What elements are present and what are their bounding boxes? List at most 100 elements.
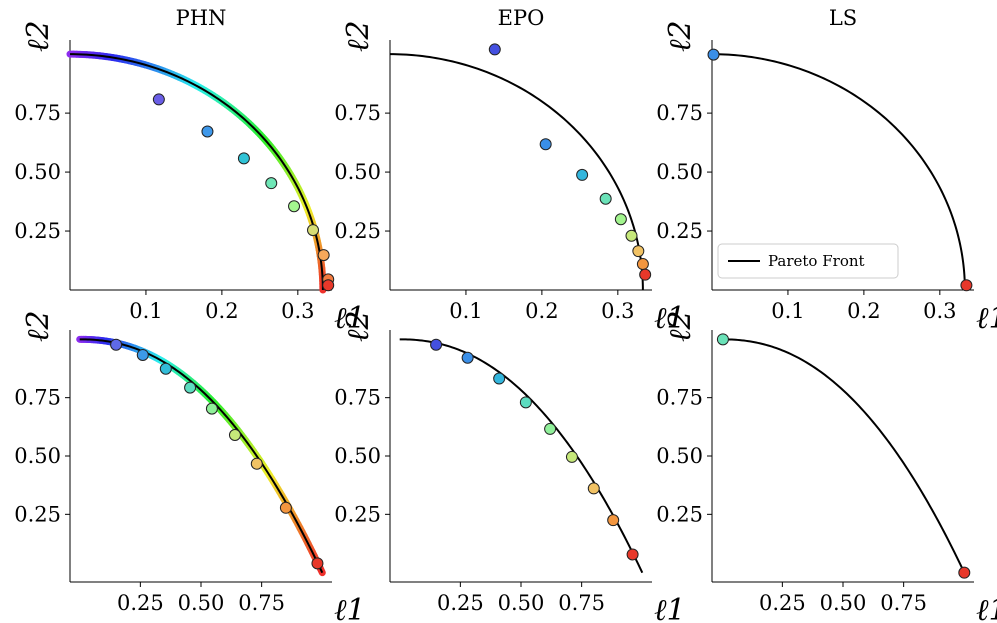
panel-2: EPO 0.1 0.2 0.3 0.25 0.50 0.75 ℓ1 ℓ2 <box>334 6 685 336</box>
solution-point <box>493 372 506 385</box>
x-axis-label: ℓ1 <box>976 593 997 623</box>
panel-title: LS <box>829 6 857 30</box>
solution-point <box>322 279 335 292</box>
x-tick-label: 0.50 <box>178 591 225 615</box>
x-axis-label: ℓ1 <box>654 301 686 336</box>
x-tick-label: 0.75 <box>238 591 285 615</box>
pareto-front-line <box>721 338 966 574</box>
y-axis-label: ℓ2 <box>341 20 376 52</box>
solution-point <box>632 245 645 258</box>
x-tick-label: 0.25 <box>759 591 806 615</box>
y-tick-label: 0.50 <box>656 160 703 184</box>
solution-point <box>110 338 123 351</box>
solution-point <box>539 138 552 151</box>
x-tick-label: 0.3 <box>601 299 634 323</box>
solution-point <box>599 192 612 205</box>
solution-point <box>184 381 197 394</box>
solution-point <box>307 224 320 237</box>
pareto-front-line <box>79 338 324 574</box>
legend-box <box>717 243 899 279</box>
y-tick-label: 0.50 <box>334 160 381 184</box>
solution-point <box>152 93 165 106</box>
solution-point <box>288 200 301 213</box>
solution-point <box>960 279 973 292</box>
x-tick-label: 0.75 <box>880 591 927 615</box>
x-tick-label: 0.75 <box>558 591 605 615</box>
y-tick-label: 0.25 <box>656 502 703 526</box>
y-axis-label: ℓ2 <box>663 310 698 342</box>
x-tick-label: 0.50 <box>820 591 867 615</box>
x-axis-label: ℓ1 <box>654 593 686 623</box>
solution-point <box>265 177 278 190</box>
y-tick-label: 0.25 <box>14 502 61 526</box>
y-tick-label: 0.75 <box>334 101 381 125</box>
solution-point <box>228 429 241 441</box>
x-tick-label: 0.3 <box>923 299 956 323</box>
solution-point <box>201 125 214 138</box>
x-tick-label: 0.50 <box>498 591 545 615</box>
y-tick-label: 0.50 <box>14 160 61 184</box>
x-tick-label: 0.1 <box>129 299 162 323</box>
panel-6: 0.25 0.50 0.75 0.25 0.50 0.75 ℓ1 ℓ2 <box>656 310 997 623</box>
solution-point <box>488 43 501 56</box>
solution-point <box>639 268 652 281</box>
solution-point <box>136 348 149 361</box>
solution-point <box>279 501 292 514</box>
y-axis-label: ℓ2 <box>663 20 698 52</box>
panel-3: LS 0.1 0.2 0.3 0.25 0.50 0.75 ℓ1 ℓ2 Pareto Front <box>656 6 997 336</box>
y-axis-label: ℓ2 <box>341 310 376 342</box>
solution-point <box>311 557 324 570</box>
x-tick-label: 0.2 <box>525 299 558 323</box>
solution-point <box>707 48 720 61</box>
x-tick-label: 0.25 <box>437 591 484 615</box>
y-tick-label: 0.50 <box>656 444 703 468</box>
x-tick-label: 0.2 <box>847 299 880 323</box>
solution-point <box>237 152 250 165</box>
y-tick-label: 0.50 <box>334 444 381 468</box>
x-tick-label: 0.3 <box>281 299 314 323</box>
y-tick-label: 0.25 <box>334 219 381 243</box>
pareto-front-line <box>389 53 644 291</box>
solution-point <box>544 422 557 435</box>
solution-point <box>716 333 729 346</box>
solution-point <box>587 482 600 495</box>
solution-point <box>576 168 589 181</box>
legend-label: Pareto Front <box>768 252 865 270</box>
y-tick-label: 0.50 <box>14 444 61 468</box>
solution-point <box>250 457 263 470</box>
panel-1: PHN 0.1 0.2 0.3 0.25 0.50 0.75 ℓ1 ℓ2 <box>14 6 365 336</box>
solution-point <box>625 229 638 242</box>
solution-point <box>461 351 474 364</box>
pareto-front-line <box>399 338 644 574</box>
solution-point <box>205 402 218 415</box>
panel-title: PHN <box>176 6 227 30</box>
solution-point <box>159 362 172 375</box>
x-tick-label: 0.1 <box>449 299 482 323</box>
x-tick-label: 0.25 <box>117 591 164 615</box>
solution-point <box>958 566 971 579</box>
y-tick-label: 0.75 <box>14 386 61 410</box>
y-tick-label: 0.75 <box>656 101 703 125</box>
legend: Pareto Front <box>717 243 899 279</box>
x-axis-label: ℓ1 <box>334 593 366 623</box>
x-axis-label: ℓ1 <box>334 301 366 336</box>
solution-point <box>607 514 620 527</box>
pareto-front-line <box>711 53 966 291</box>
solution-point <box>614 213 627 226</box>
solution-point <box>317 249 330 262</box>
solution-point <box>519 396 532 409</box>
y-axis-label: ℓ2 <box>21 20 56 52</box>
y-tick-label: 0.25 <box>656 219 703 243</box>
x-tick-label: 0.1 <box>771 299 804 323</box>
y-tick-label: 0.75 <box>334 386 381 410</box>
solution-point <box>636 258 649 271</box>
solution-point <box>565 450 578 463</box>
x-axis-label: ℓ1 <box>976 301 997 336</box>
panel-title: EPO <box>498 6 545 30</box>
x-tick-label: 0.2 <box>205 299 238 323</box>
panel-4: 0.25 0.50 0.75 0.25 0.50 0.75 ℓ1 ℓ2 <box>14 310 365 623</box>
solution-point <box>626 548 639 561</box>
solution-point <box>430 338 443 351</box>
y-axis-label: ℓ2 <box>21 310 56 342</box>
